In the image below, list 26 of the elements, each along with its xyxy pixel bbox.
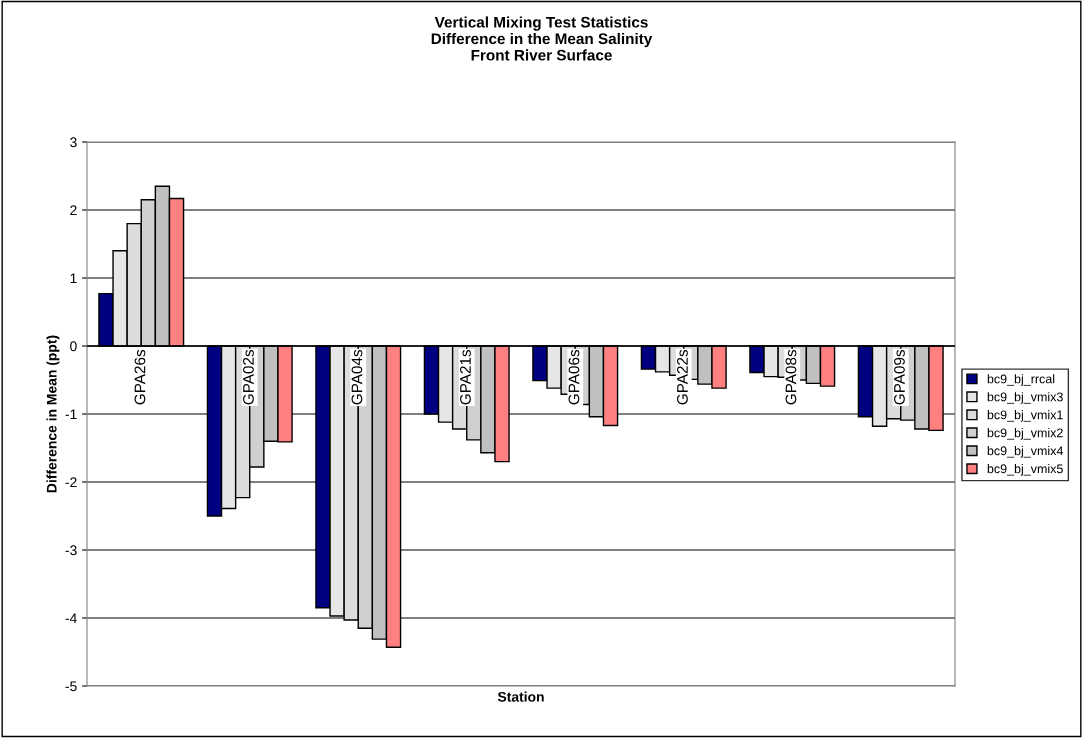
y-tick-label: -3 xyxy=(65,545,77,556)
x-tick-label: GPA06s xyxy=(568,349,580,405)
x-tick-label: GPA08s xyxy=(785,349,797,405)
x-tick-label: GPA26s xyxy=(134,349,146,405)
legend-label: bc9_bj_vmix2 xyxy=(987,428,1063,440)
x-tick-label: GPA09s xyxy=(894,349,905,405)
y-tick-label: 2 xyxy=(70,205,77,216)
y-tick-label: 0 xyxy=(70,341,77,352)
x-tick-label: GPA21s xyxy=(460,349,471,405)
legend-label: bc9_bj_vmix5 xyxy=(987,464,1063,476)
y-tick-label: 3 xyxy=(70,137,77,148)
legend-label: bc9_bj_vmix3 xyxy=(987,392,1063,404)
x-tick-label: GPA02s xyxy=(243,349,254,405)
x-axis-title: Station xyxy=(497,691,544,702)
y-tick-label: -5 xyxy=(65,681,77,692)
legend-label: bc9_bj_vmix4 xyxy=(987,446,1064,458)
legend-label: bc9_bj_vmix1 xyxy=(987,410,1063,422)
x-tick-label: GPA22s xyxy=(677,349,688,405)
y-axis-title: Difference in Mean (ppt) xyxy=(46,335,60,493)
x-tick-label: GPA04s xyxy=(351,349,363,405)
y-tick-label: 1 xyxy=(70,273,77,284)
y-tick-label: -4 xyxy=(65,613,77,624)
chart-title: Vertical Mixing Test Statistics Difference in the Mean Salinity Front River Surface xyxy=(431,16,653,61)
y-tick-label: -1 xyxy=(65,409,77,420)
y-tick-label: -2 xyxy=(65,477,77,488)
legend-label: bc9_bj_rrcal xyxy=(987,374,1055,386)
